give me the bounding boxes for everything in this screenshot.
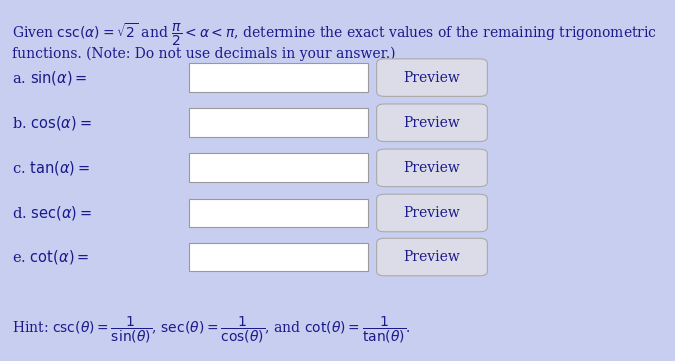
FancyBboxPatch shape [189,108,368,137]
FancyBboxPatch shape [189,243,368,271]
Text: Hint: $\mathrm{csc}(\theta) = \dfrac{1}{\sin(\theta)}$, $\mathrm{sec}(\theta) = : Hint: $\mathrm{csc}(\theta) = \dfrac{1}{… [12,315,411,345]
Text: Given $\mathrm{csc}(\alpha) = \sqrt{2}$ and $\dfrac{\pi}{2} < \alpha < \pi$, det: Given $\mathrm{csc}(\alpha) = \sqrt{2}$ … [12,22,657,48]
FancyBboxPatch shape [189,63,368,92]
FancyBboxPatch shape [377,238,487,276]
Text: d. $\sec(\alpha) =$: d. $\sec(\alpha) =$ [12,204,92,222]
FancyBboxPatch shape [377,194,487,232]
Text: c. $\tan(\alpha) =$: c. $\tan(\alpha) =$ [12,159,90,177]
Text: functions. (Note: Do not use decimals in your answer.): functions. (Note: Do not use decimals in… [12,47,396,61]
FancyBboxPatch shape [377,59,487,96]
Text: a. $\sin(\alpha) =$: a. $\sin(\alpha) =$ [12,69,88,87]
Text: Preview: Preview [404,116,460,130]
Text: e. $\cot(\alpha) =$: e. $\cot(\alpha) =$ [12,248,89,266]
Text: b. $\cos(\alpha) =$: b. $\cos(\alpha) =$ [12,114,92,132]
Text: Preview: Preview [404,206,460,220]
FancyBboxPatch shape [189,199,368,227]
Text: Preview: Preview [404,250,460,264]
Text: Preview: Preview [404,71,460,84]
FancyBboxPatch shape [377,104,487,142]
FancyBboxPatch shape [377,149,487,187]
Text: Preview: Preview [404,161,460,175]
FancyBboxPatch shape [189,153,368,182]
